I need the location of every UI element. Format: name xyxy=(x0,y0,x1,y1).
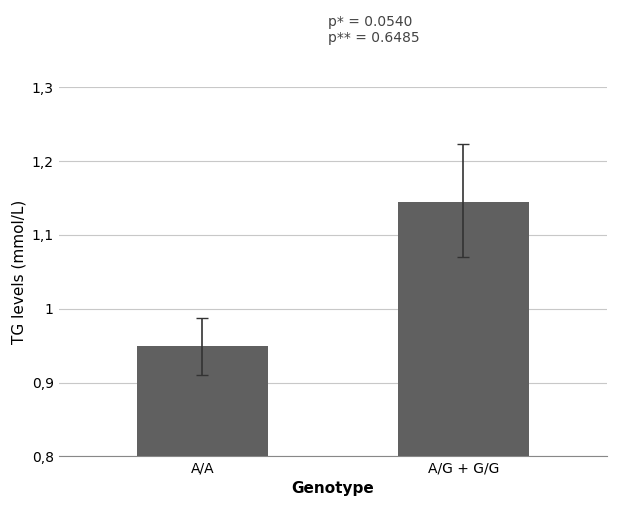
Y-axis label: TG levels (mmol/L): TG levels (mmol/L) xyxy=(11,200,26,344)
Bar xyxy=(398,202,528,456)
Bar xyxy=(137,346,268,456)
Text: p* = 0.0540
p** = 0.6485: p* = 0.0540 p** = 0.6485 xyxy=(328,15,419,46)
X-axis label: Genotype: Genotype xyxy=(292,481,374,496)
